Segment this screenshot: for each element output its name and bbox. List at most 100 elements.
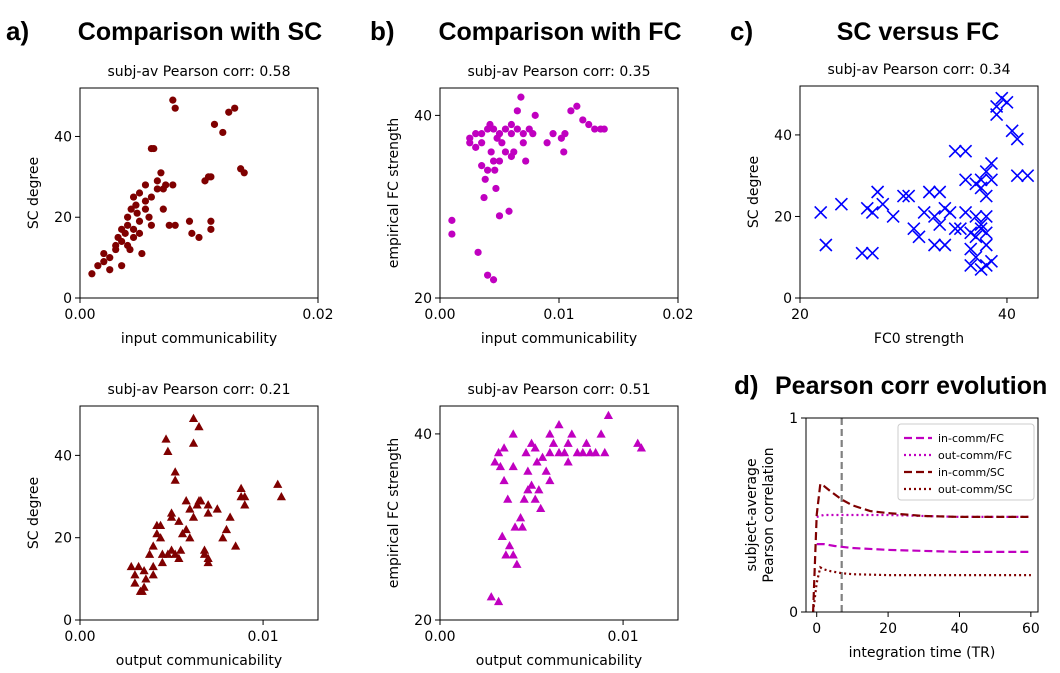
data-point (559, 447, 570, 457)
data-point (633, 438, 643, 447)
data-point (953, 222, 967, 236)
data-point (132, 201, 140, 209)
data-point (871, 185, 885, 199)
data-point (195, 233, 203, 242)
y-axis-label: empirical FC strength (386, 438, 402, 589)
data-point (501, 148, 510, 156)
data-point (508, 550, 518, 559)
data-point (964, 242, 978, 256)
data-point (150, 144, 158, 153)
data-point (448, 230, 456, 238)
x-tick-label: 0.00 (64, 629, 95, 645)
data-point (188, 512, 199, 521)
data-point (498, 139, 506, 147)
data-point (519, 130, 527, 138)
data-point (166, 545, 177, 554)
data-point (495, 461, 506, 471)
panel-letter-a: a) (6, 16, 29, 46)
data-point (938, 238, 952, 252)
data-point (171, 221, 179, 229)
data-point (579, 116, 587, 124)
data-point (958, 173, 973, 187)
plot-a_top: subj-av Pearson corr: 0.58 0.00 0.02 0 20 40 i… (26, 64, 334, 347)
data-point (489, 276, 498, 284)
data-point (169, 181, 177, 189)
y-tick-label: 40 (414, 427, 432, 443)
data-point (147, 193, 155, 201)
data-point (927, 238, 942, 252)
data-point (480, 193, 488, 202)
plot-area (88, 96, 248, 278)
data-point (170, 467, 180, 476)
axes-frame (799, 85, 1039, 299)
plot-a_bottom: subj-av Pearson corr: 0.21 0.00 0.01 0 20 40 o… (26, 382, 319, 669)
subplot-title: subj-av Pearson corr: 0.51 (467, 382, 650, 398)
legend-entry: in-comm/FC (938, 432, 1004, 445)
subplot-title: subj-av Pearson corr: 0.35 (467, 64, 650, 80)
data-point (979, 226, 993, 240)
x-tick-label: 0.01 (543, 307, 574, 323)
data-point (273, 479, 283, 488)
data-point (596, 429, 606, 438)
data-point (499, 443, 509, 452)
data-point (585, 120, 593, 129)
x-tick-label: 60 (1022, 621, 1040, 637)
data-point (927, 209, 942, 224)
data-point (545, 447, 555, 457)
data-point (865, 205, 880, 219)
data-point (969, 209, 983, 224)
data-point (573, 102, 581, 110)
plot-area (126, 413, 286, 595)
y-tick-label: 20 (54, 210, 72, 226)
y-axis-label: empirical FC strength (386, 118, 402, 269)
data-point (984, 173, 999, 187)
data-point (530, 443, 540, 452)
data-point (188, 229, 196, 237)
data-point (958, 144, 973, 158)
data-point (133, 209, 141, 217)
data-point (979, 258, 993, 272)
data-point (545, 429, 555, 438)
data-point (510, 522, 520, 531)
data-point (819, 238, 833, 252)
data-point (126, 245, 134, 254)
data-point (94, 262, 102, 270)
data-point (545, 475, 555, 485)
panel-letter-d: d) (734, 370, 759, 400)
data-point (489, 125, 498, 133)
data-point (508, 429, 518, 438)
data-point (276, 491, 286, 501)
data-point (166, 512, 177, 521)
data-point (567, 107, 575, 115)
data-point (218, 533, 228, 542)
data-point (174, 553, 184, 562)
data-point (1010, 169, 1024, 183)
plot-b_top: subj-av Pearson corr: 0.35 0.00 0.01 0.02 20… (386, 64, 694, 347)
legend: in-comm/FC out-comm/FC in-comm/SC out-comm/… (897, 423, 1035, 501)
data-point (135, 217, 144, 225)
data-point (481, 175, 489, 183)
data-point (886, 209, 900, 224)
data-point (106, 266, 114, 274)
data-point (478, 162, 486, 170)
data-point (537, 452, 548, 461)
data-point (472, 130, 480, 138)
data-point (508, 461, 518, 471)
data-point (529, 130, 537, 138)
data-point (188, 413, 199, 423)
data-point (157, 557, 167, 567)
data-point (148, 541, 158, 550)
data-point (486, 592, 496, 601)
data-point (124, 213, 132, 221)
column-title-sc-vs-fc: SC versus FC (837, 18, 1000, 46)
data-point (203, 557, 213, 567)
plot-area (486, 410, 646, 606)
data-point (523, 485, 533, 494)
y-tick-label: 40 (414, 108, 432, 124)
data-point (129, 233, 138, 242)
x-axis-label: FC0 strength (874, 331, 964, 347)
data-point (118, 262, 126, 270)
data-point (240, 500, 250, 509)
legend-entry: in-comm/SC (938, 466, 1005, 479)
data-point (526, 438, 537, 447)
